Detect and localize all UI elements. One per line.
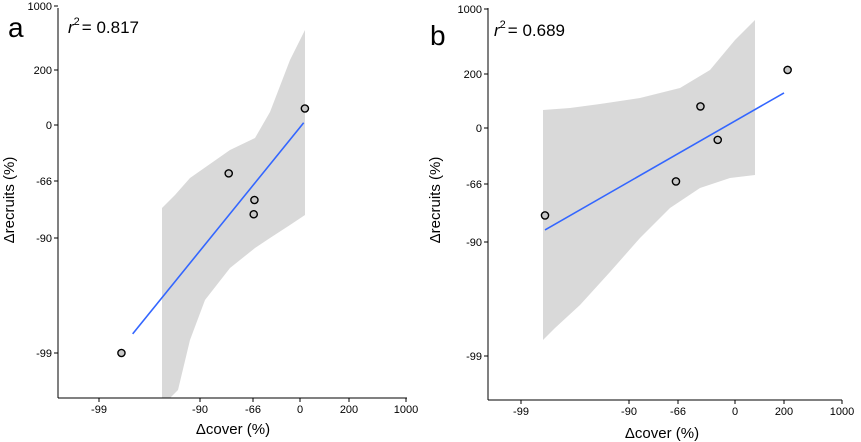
r2-value-b: = 0.689	[508, 21, 565, 40]
fit-line-a	[132, 122, 305, 335]
x-axis-title-b: Δcover (%)	[625, 425, 699, 442]
y-tick-label: -66	[466, 179, 482, 191]
panel-label-b: b	[430, 20, 446, 51]
r2-value-a: = 0.817	[82, 18, 139, 37]
fit-line-b	[544, 92, 785, 231]
y-tick-label: 0	[476, 123, 482, 135]
r2-prefix-b: r	[494, 21, 501, 40]
x-tick-label: 0	[732, 406, 738, 418]
y-tick-label: -90	[36, 233, 52, 245]
r2-prefix-a: r	[68, 18, 75, 37]
y-tick-label: 1000	[458, 4, 482, 16]
y-axis-title-b: Δrecruits (%)	[427, 157, 444, 244]
y-tick-label: -66	[36, 176, 52, 188]
x-tick-label: 200	[775, 406, 793, 418]
x-tick-label: 0	[297, 404, 303, 416]
x-tick-label: -66	[245, 404, 261, 416]
y-tick-label: 0	[46, 120, 52, 132]
r-squared-b: r2 = 0.689	[494, 19, 565, 40]
r2-sup-b: 2	[500, 19, 506, 31]
data-point	[249, 209, 259, 219]
panel-b: 1000 200 0 -66 -90 -99 -99 -90 -66 0 200 1000 b r2…	[427, 4, 854, 442]
panel-label-a: a	[8, 12, 24, 43]
y-tick-label: -99	[36, 348, 52, 360]
data-point	[117, 348, 126, 358]
panel-a: 1000 200 0 -66 -90 -99 -99 -90 -66 0 200 1000 a r2…	[1, 1, 418, 438]
x-axis-title-a: Δcover (%)	[196, 421, 270, 438]
r-squared-a: r2 = 0.817	[68, 16, 139, 37]
y-tick-label: 1000	[28, 1, 52, 13]
confidence-band-b	[543, 20, 755, 340]
y-tick-label: -99	[466, 351, 482, 363]
data-point	[696, 102, 705, 111]
data-point	[671, 177, 681, 186]
data-point	[250, 195, 259, 205]
x-tick-label: 1000	[394, 404, 418, 416]
data-point	[300, 104, 310, 113]
x-tick-label: -66	[670, 406, 686, 418]
confidence-band-a	[162, 30, 305, 398]
data-point	[224, 169, 234, 178]
x-tick-label: -90	[621, 406, 637, 418]
r2-sup-a: 2	[74, 16, 80, 28]
x-tick-label: -99	[513, 406, 529, 418]
y-tick-label: 200	[34, 65, 52, 77]
x-tick-label: 200	[340, 404, 358, 416]
y-tick-label: 200	[464, 69, 482, 81]
data-point	[540, 211, 550, 220]
data-point	[783, 65, 792, 75]
x-tick-label: 1000	[830, 406, 854, 418]
data-point	[713, 135, 723, 145]
y-axis-title-a: Δrecruits (%)	[1, 157, 18, 244]
y-tick-label: -90	[466, 237, 482, 249]
x-tick-label: -90	[192, 404, 208, 416]
x-tick-label: -99	[91, 404, 107, 416]
